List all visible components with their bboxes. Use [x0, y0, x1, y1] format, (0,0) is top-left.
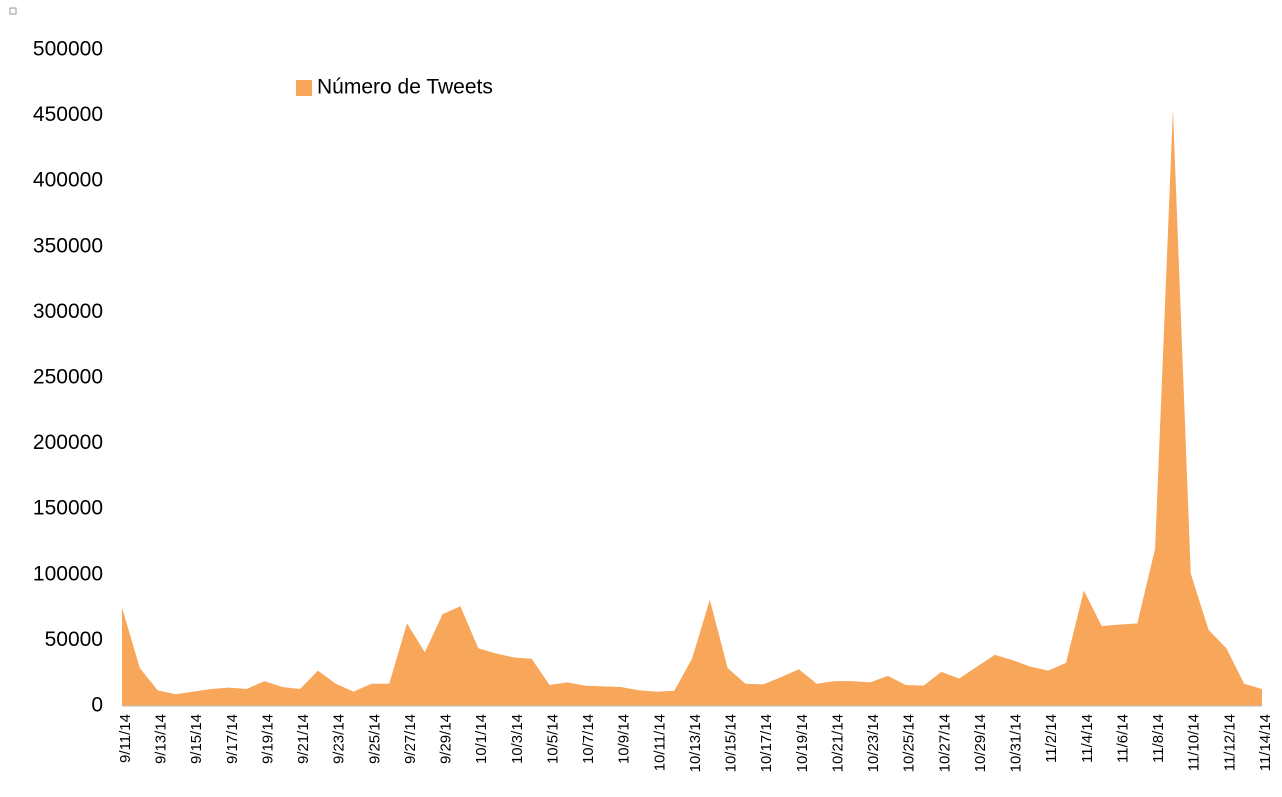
x-tick-label: 11/2/14	[1043, 714, 1060, 763]
y-tick-label: 500000	[33, 38, 103, 61]
x-tick-label: 9/21/14	[295, 714, 312, 764]
x-tick-label: 11/10/14	[1186, 714, 1203, 771]
x-tick-label: 9/17/14	[224, 714, 241, 764]
x-tick-label: 9/27/14	[402, 714, 419, 764]
y-tick-label: 50000	[45, 628, 103, 651]
legend-label: Número de Tweets	[317, 76, 493, 99]
y-tick-label: 250000	[33, 366, 103, 389]
y-tick-label: 450000	[33, 103, 103, 126]
x-tick-label: 11/12/14	[1221, 714, 1238, 771]
x-tick-label: 11/14/14	[1257, 714, 1274, 771]
x-tick-label: 9/15/14	[188, 714, 205, 764]
x-tick-label: 10/17/14	[758, 714, 775, 772]
x-tick-label: 10/1/14	[473, 714, 490, 764]
legend-swatch	[296, 80, 312, 96]
x-tick-label: 10/13/14	[687, 714, 704, 772]
corner-handle	[9, 7, 17, 15]
x-tick-label: 9/11/14	[117, 714, 134, 763]
x-tick-label: 9/25/14	[366, 714, 383, 764]
y-tick-label: 200000	[33, 431, 103, 454]
x-tick-label: 9/23/14	[331, 714, 348, 764]
x-tick-label: 10/31/14	[1008, 714, 1025, 772]
x-tick-label: 10/23/14	[865, 714, 882, 772]
x-tick-label: 10/29/14	[972, 714, 989, 772]
area	[122, 109, 1262, 707]
x-tick-label: 10/3/14	[509, 714, 526, 764]
y-tick-label: 150000	[33, 497, 103, 520]
x-tick-label: 9/29/14	[438, 714, 455, 764]
x-tick-label: 11/8/14	[1150, 714, 1167, 763]
y-tick-label: 100000	[33, 562, 103, 585]
y-tick-label: 400000	[33, 169, 103, 192]
y-tick-label: 350000	[33, 234, 103, 257]
x-tick-label: 10/21/14	[829, 714, 846, 772]
x-tick-label: 11/4/14	[1079, 714, 1096, 763]
y-tick-label: 300000	[33, 300, 103, 323]
x-tick-label: 10/27/14	[936, 714, 953, 772]
x-tick-label: 10/9/14	[616, 714, 633, 764]
x-tick-label: 9/13/14	[153, 714, 170, 764]
x-tick-label: 10/11/14	[651, 714, 668, 771]
x-tick-label: 10/19/14	[794, 714, 811, 772]
x-tick-label: 11/6/14	[1114, 714, 1131, 763]
x-tick-label: 9/19/14	[259, 714, 276, 764]
x-tick-label: 10/7/14	[580, 714, 597, 764]
x-tick-label: 10/5/14	[544, 714, 561, 764]
y-tick-label: 0	[91, 694, 103, 717]
x-tick-label: 10/25/14	[901, 714, 918, 772]
x-tick-label: 10/15/14	[723, 714, 740, 772]
